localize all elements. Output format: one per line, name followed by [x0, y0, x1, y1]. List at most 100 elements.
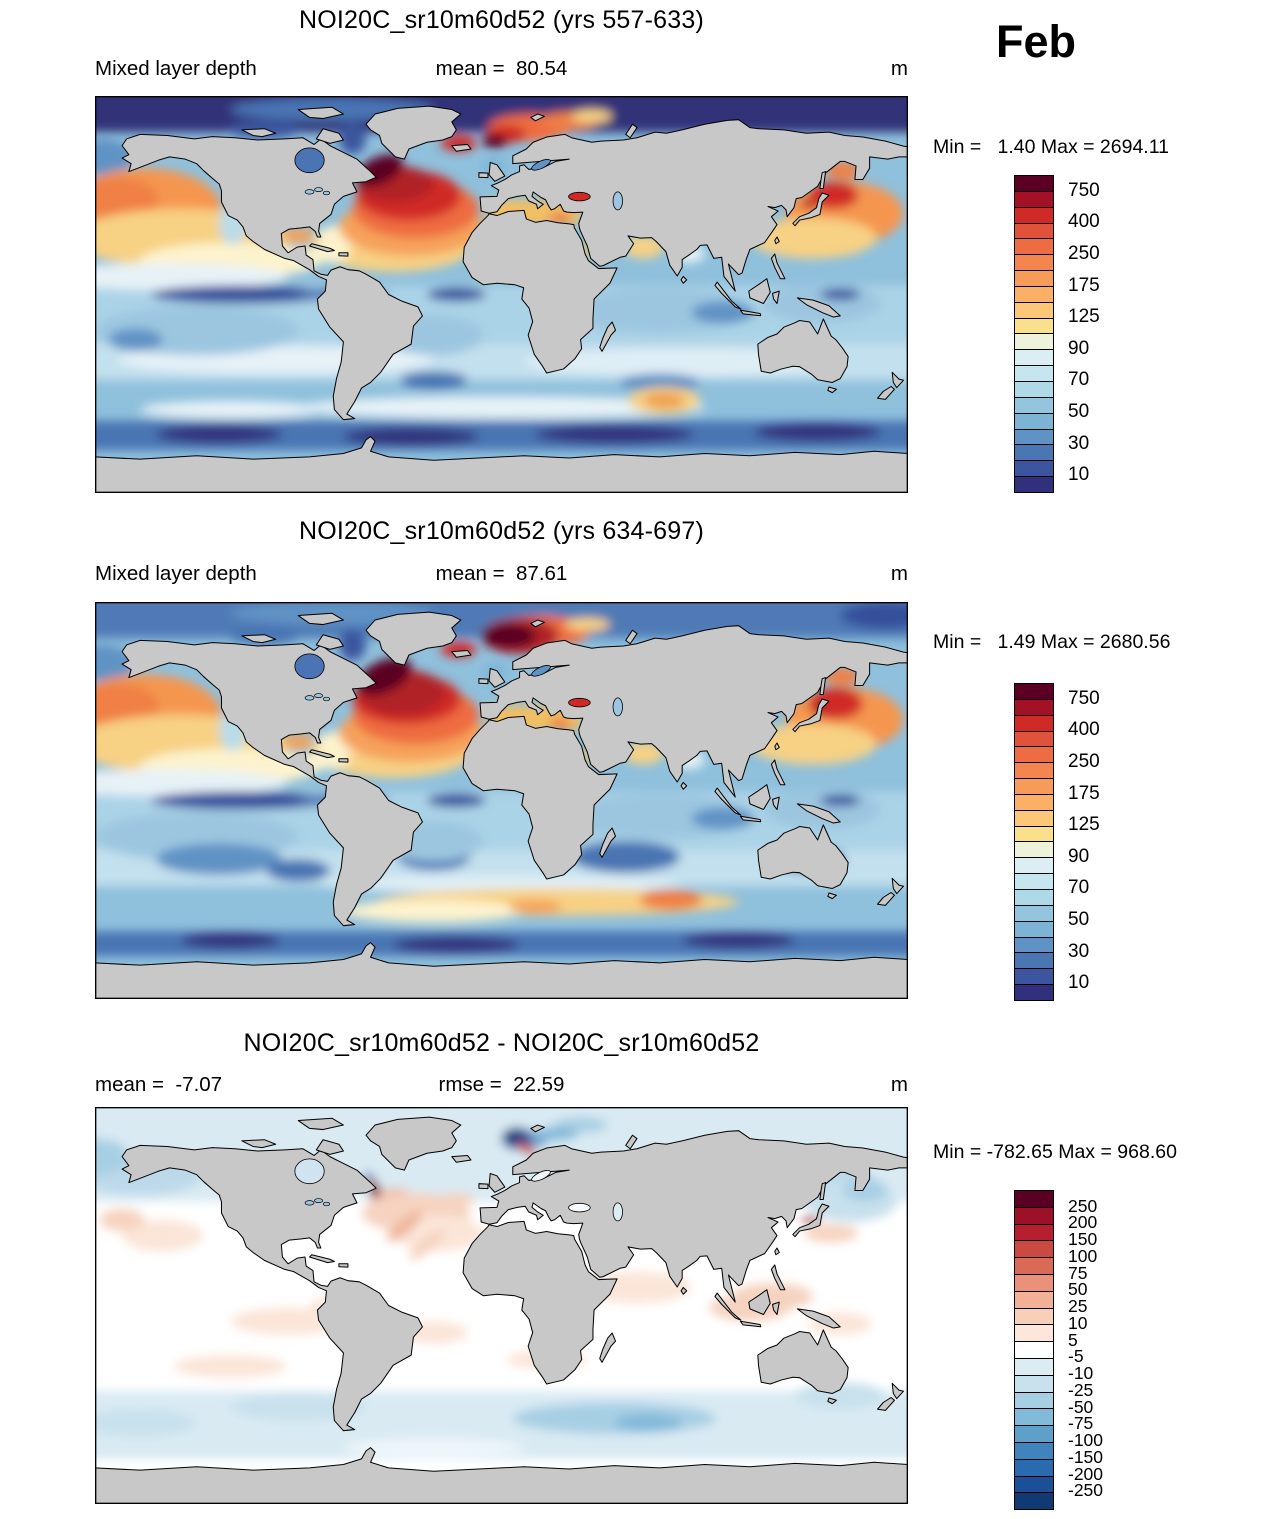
inland-seas [294, 147, 623, 211]
colorbar-cell [1015, 985, 1053, 1000]
colorbar-cell [1015, 350, 1053, 367]
panel2-minmax: Min = 1.49 Max = 2680.56 [933, 631, 1171, 653]
colorbar-cell [1015, 794, 1053, 811]
colorbar-cell [1015, 810, 1053, 827]
colorbar-tick-label: 125 [1068, 814, 1100, 836]
colorbar-tick-label: 10 [1068, 972, 1090, 994]
panel1-stats-row: Mixed layer depth mean = 80.54 m [95, 57, 908, 81]
colorbar-cell [1015, 1476, 1053, 1494]
colorbar-tick-label: 70 [1068, 369, 1090, 391]
colorbar-cell [1015, 1358, 1053, 1376]
panel1-colorbar-area: 750 400 250 175 125 90 70 50 30 10 [1014, 175, 1254, 493]
colorbar-cell [1015, 1241, 1053, 1259]
panel3-rmse: rmse = 22.59 [438, 1073, 565, 1096]
map-mixed-layer-depth-period1 [95, 96, 908, 493]
colorbar-tick-label: 400 [1068, 719, 1100, 741]
colorbar-tick-label: 150 [1068, 1229, 1098, 1250]
panel2-field-label: Mixed layer depth [95, 562, 257, 585]
colorbar-cell [1015, 826, 1053, 843]
colorbar-cell [1015, 969, 1053, 986]
map-frame [95, 602, 908, 999]
colorbar-cell [1015, 921, 1053, 938]
panel2-colorbar-area: 750 400 250 175 125 90 70 50 30 10 [1014, 683, 1254, 1001]
panel3-minmax: Min = -782.65 Max = 968.60 [933, 1141, 1177, 1163]
colorbar-cell [1015, 239, 1053, 256]
colorbar-cell [1015, 1392, 1053, 1410]
colorbar-tick-label: 75 [1068, 1262, 1088, 1283]
colorbar-cell [1015, 1258, 1053, 1275]
black-sea [568, 191, 591, 202]
inland-seas [294, 1158, 623, 1222]
colorbar-cell [1015, 1442, 1053, 1460]
colorbar-tick-label: -5 [1068, 1346, 1084, 1367]
colorbar-cell [1015, 889, 1053, 906]
colorbar-cell [1015, 286, 1053, 303]
colorbar-cell [1015, 477, 1053, 492]
caspian-sea [612, 697, 623, 717]
colorbar-cell [1015, 779, 1053, 795]
hudson-bay [294, 1158, 325, 1185]
panel3-colorbar-area: 250 200 150 100 75 50 25 10 5 -5 -10 -25 -50 -75 -100-… [1014, 1190, 1254, 1510]
colorbar-cell [1015, 1325, 1053, 1343]
colorbar-cell [1015, 1207, 1053, 1225]
colorbar-tick-label: -150 [1068, 1446, 1104, 1467]
colorbar-tick-label: 750 [1068, 687, 1100, 709]
colorbar-tick-label: 25 [1068, 1296, 1088, 1317]
colorbar-tick-label: 50 [1068, 401, 1090, 423]
colorbar-cell [1015, 874, 1053, 890]
colorbar-cell [1015, 366, 1053, 382]
colorbar-cell [1015, 763, 1053, 780]
colorbar-cell [1015, 381, 1053, 398]
colorbar-tick-label: 50 [1068, 1279, 1088, 1300]
colorbar-cell [1015, 1409, 1053, 1427]
colorbar-cell [1015, 953, 1053, 970]
colorbar [1014, 683, 1054, 1001]
colorbar-tick-label: -75 [1068, 1413, 1094, 1434]
colorbar-tick-label: 100 [1068, 1245, 1098, 1266]
colorbar-cell [1015, 302, 1053, 319]
panel1-field-label: Mixed layer depth [95, 57, 257, 80]
map-frame [95, 1107, 908, 1504]
colorbar-cell [1015, 413, 1053, 430]
panel2-stats-row: Mixed layer depth mean = 87.61 m [95, 562, 908, 586]
colorbar-tick-label: 750 [1068, 179, 1100, 201]
colorbar-cell [1015, 1342, 1053, 1359]
colorbar-cell [1015, 1224, 1053, 1242]
panel2-mean: mean = 87.61 [435, 562, 568, 585]
colorbar-cell [1015, 715, 1053, 732]
colorbar-tick-label: -25 [1068, 1379, 1094, 1400]
baltic-sea [531, 665, 551, 677]
colorbar-cell [1015, 905, 1053, 922]
colorbar-cell [1015, 429, 1053, 446]
colorbar-cell [1015, 858, 1053, 875]
colorbar-cell [1015, 731, 1053, 748]
colorbar-tick-label: 30 [1068, 940, 1090, 962]
colorbar-cell [1015, 1308, 1053, 1326]
colorbar-tick-label: 50 [1068, 909, 1090, 931]
colorbar-tick-label: 5 [1068, 1329, 1078, 1350]
colorbar-cell [1015, 1459, 1053, 1477]
colorbar-cell [1015, 318, 1053, 335]
colorbar-tick-label: 90 [1068, 845, 1090, 867]
colorbar-tick-label: 30 [1068, 432, 1090, 454]
colorbar-cell [1015, 397, 1053, 414]
hudson-bay [294, 653, 325, 680]
panel1-minmax: Min = 1.40 Max = 2694.11 [933, 136, 1169, 158]
caspian-sea [612, 191, 623, 211]
colorbar-tick-label: 125 [1068, 306, 1100, 328]
colorbar-tick-label: 250 [1068, 751, 1100, 773]
colorbar-cell [1015, 1291, 1053, 1309]
colorbar-tick-label: 90 [1068, 337, 1090, 359]
colorbar-cell [1015, 334, 1053, 351]
colorbar-cell [1015, 271, 1053, 287]
month-label: Feb [995, 16, 1076, 67]
ocean-field-period1 [95, 96, 908, 493]
panel3-stats-row: mean = -7.07 rmse = 22.59 m [95, 1073, 908, 1097]
colorbar-tick-label: -50 [1068, 1396, 1094, 1417]
colorbar-tick-label: 10 [1068, 464, 1090, 486]
colorbar-cell [1015, 191, 1053, 208]
colorbar-cell [1015, 699, 1053, 716]
colorbar-cell [1015, 1191, 1053, 1208]
panel1-title: NOI20C_sr10m60d52 (yrs 557-633) [298, 6, 704, 34]
